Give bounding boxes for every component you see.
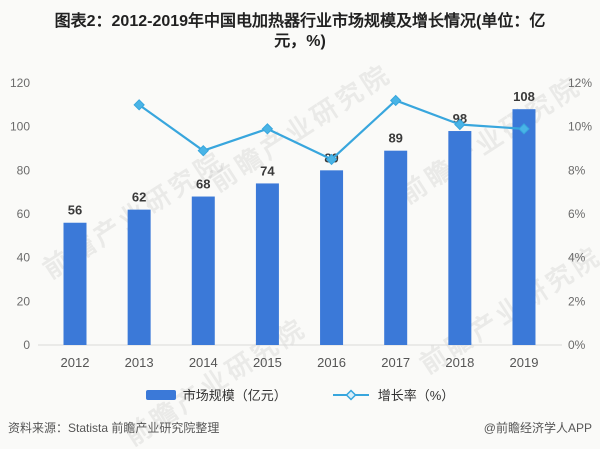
bar [255, 183, 279, 345]
line-marker [133, 99, 145, 111]
legend-line-swatch [332, 388, 369, 401]
bar-value-label: 108 [513, 89, 535, 104]
bar-value-label: 56 [68, 203, 82, 218]
x-axis-label: 2018 [445, 355, 474, 370]
line-marker [454, 118, 466, 131]
right-axis-tick-label: 10% [568, 120, 592, 134]
bar [127, 209, 151, 345]
bar-value-label: 74 [260, 163, 275, 178]
bar [448, 131, 472, 345]
bar-value-label: 89 [388, 131, 402, 146]
legend-item-label: 市场规模（亿元） [182, 388, 287, 403]
right-axis-tick-label: 12% [568, 76, 592, 90]
legend-item-label: 增长率（%） [377, 388, 455, 403]
left-axis-tick-label: 80 [17, 163, 31, 177]
line-marker [197, 144, 209, 157]
left-axis-tick-label: 60 [17, 207, 31, 221]
line-marker [325, 153, 338, 166]
legend-item-market-size: 市场规模（亿元） [145, 385, 287, 404]
x-axis-label: 2019 [510, 355, 539, 370]
line-marker [518, 123, 530, 135]
left-axis-tick-label: 20 [17, 294, 31, 308]
source-text: 资料来源：Statista 前瞻产业研究院整理 [8, 421, 220, 435]
footer: 资料来源：Statista 前瞻产业研究院整理 @前瞻经济学人APP [8, 419, 592, 436]
chart-title: 图表2：2012-2019年中国电加热器行业市场规模及增长情况(单位：亿元，%) [54, 13, 546, 50]
right-axis-tick-label: 4% [568, 251, 586, 265]
right-axis-tick-label: 2% [568, 294, 586, 308]
right-axis-tick-label: 6% [568, 207, 586, 221]
x-axis-label: 2015 [253, 355, 282, 370]
line-marker [261, 123, 274, 135]
legend-item-growth-rate: 增长率（%） [331, 385, 455, 404]
bar [512, 109, 536, 345]
left-axis-tick-label: 40 [17, 251, 31, 265]
x-axis-label: 2014 [189, 355, 218, 370]
x-axis-label: 2012 [61, 355, 90, 370]
left-axis-tick-label: 0 [23, 338, 30, 352]
left-axis-tick-label: 100 [10, 120, 30, 134]
right-axis-tick-label: 8% [568, 163, 586, 177]
credit-text: @前瞻经济学人APP [483, 421, 592, 435]
x-axis-label: 2016 [317, 355, 346, 370]
bar [384, 150, 408, 345]
legend: 市场规模（亿元） 增长率（%） [0, 385, 600, 404]
bar [63, 222, 87, 345]
bar [191, 196, 215, 345]
x-axis-label: 2013 [125, 355, 154, 370]
legend-bar-swatch [145, 389, 176, 400]
bar-value-label: 68 [196, 177, 210, 192]
right-axis-tick-label: 0% [568, 338, 586, 352]
bar-value-label: 62 [132, 190, 146, 205]
line-marker [389, 94, 402, 107]
left-axis-tick-label: 120 [10, 76, 30, 90]
x-axis-label: 2017 [381, 355, 410, 370]
bar [320, 170, 344, 345]
